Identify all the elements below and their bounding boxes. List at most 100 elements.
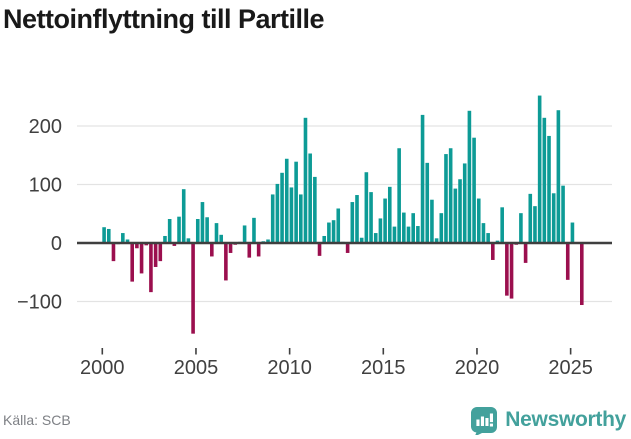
- bar-2000-Q3: [111, 243, 116, 262]
- bar-2004-Q4: [191, 243, 195, 334]
- bar-2005-Q2: [200, 202, 205, 243]
- x-tick-label: 2000: [80, 357, 125, 379]
- x-tick-label: 2005: [174, 357, 219, 379]
- bar-2010-Q1: [289, 187, 294, 243]
- bar-2001-Q2: [125, 239, 130, 243]
- bar-2024-Q2: [556, 110, 561, 244]
- bar-2018-Q4: [453, 188, 458, 243]
- bar-2018-Q2: [444, 154, 448, 243]
- bar-2001-Q4: [135, 243, 139, 249]
- bar-2005-Q1: [195, 219, 200, 243]
- bar-2008-Q4: [266, 239, 270, 243]
- bar-2012-Q1: [327, 222, 331, 243]
- bar-2021-Q4: [509, 243, 514, 299]
- bar-2006-Q2: [219, 234, 223, 243]
- bar-2022-Q3: [523, 243, 528, 263]
- bar-2009-Q1: [270, 194, 275, 243]
- bar-2002-Q3: [149, 243, 153, 293]
- bar-2024-Q1: [551, 193, 556, 243]
- bar-2020-Q1: [476, 198, 481, 243]
- bar-2015-Q3: [392, 226, 397, 243]
- axes: [77, 241, 612, 355]
- x-tick-label: 2025: [548, 357, 593, 379]
- bar-2019-Q1: [458, 179, 462, 243]
- gridlines: [77, 125, 612, 303]
- bar-2008-Q1: [252, 217, 256, 243]
- y-tick-label: −100: [17, 292, 62, 314]
- x-tick-label: 2020: [455, 357, 500, 379]
- bar-2001-Q3: [130, 243, 134, 282]
- bar-2004-Q1: [177, 216, 181, 243]
- bar-2016-Q1: [402, 212, 406, 243]
- bar-2003-Q3: [167, 219, 172, 243]
- bar-2017-Q2: [425, 162, 430, 243]
- newsworthy-wordmark: Newsworthy: [505, 408, 626, 431]
- bar-2004-Q2: [181, 189, 186, 243]
- bar-2025-Q1: [570, 222, 575, 243]
- bar-2015-Q1: [383, 198, 387, 243]
- bar-2012-Q3: [336, 208, 341, 244]
- newsworthy-speech-bubble-bar-chart-icon: [471, 406, 498, 435]
- bar-2012-Q2: [331, 220, 336, 243]
- bar-2024-Q3: [561, 185, 565, 243]
- bar-2023-Q2: [537, 95, 542, 243]
- bar-2021-Q2: [500, 207, 504, 243]
- bar-2020-Q4: [491, 243, 495, 260]
- bar-2022-Q2: [519, 213, 523, 243]
- bar-2011-Q1: [308, 153, 312, 243]
- bar-2011-Q4: [322, 235, 327, 243]
- chart-title: Nettoinflyttning till Partille: [3, 4, 325, 34]
- bar-2016-Q2: [406, 226, 411, 243]
- source-attribution: Källa: SCB: [3, 412, 71, 428]
- y-tick-label: 100: [29, 175, 62, 197]
- bar-2014-Q2: [369, 192, 373, 243]
- bar-2009-Q3: [280, 172, 284, 243]
- bar-2010-Q2: [294, 161, 298, 243]
- y-tick-label: 0: [51, 233, 62, 255]
- bar-2006-Q3: [224, 243, 228, 281]
- bar-2017-Q3: [430, 199, 434, 243]
- bar-2007-Q4: [247, 243, 252, 258]
- bar-2019-Q3: [467, 110, 472, 243]
- axis-tick-labels: 200 100 0 −100 2000 2005 2010 2015 2020 2025: [17, 116, 593, 379]
- bar-2015-Q4: [397, 148, 401, 243]
- bar-2000-Q1: [102, 227, 106, 243]
- bar-2003-Q4: [172, 243, 177, 246]
- bar-2003-Q1: [158, 243, 163, 262]
- bar-2015-Q2: [387, 186, 392, 243]
- y-tick-label: 200: [29, 116, 62, 138]
- bar-2013-Q3: [355, 195, 359, 243]
- bars: [102, 95, 584, 334]
- newsworthy-logo-link[interactable]: Newsworthy: [470, 404, 626, 436]
- x-tick-label: 2015: [361, 357, 406, 379]
- bar-2010-Q4: [303, 117, 308, 243]
- bar-2017-Q4: [434, 238, 439, 243]
- bar-2018-Q3: [448, 148, 453, 243]
- bar-2013-Q4: [359, 237, 364, 243]
- bar-2010-Q3: [299, 194, 303, 243]
- bar-2019-Q4: [472, 137, 476, 243]
- bar-2001-Q1: [121, 233, 125, 244]
- bar-2011-Q2: [313, 176, 317, 243]
- bar-2021-Q3: [505, 243, 509, 296]
- x-tick-label: 2010: [267, 357, 312, 379]
- bar-2002-Q1: [139, 243, 144, 274]
- bar-2016-Q3: [411, 213, 415, 243]
- bar-2023-Q3: [542, 117, 547, 243]
- bar-2013-Q2: [350, 202, 355, 243]
- bar-2007-Q3: [242, 225, 247, 243]
- bar-2009-Q2: [275, 183, 280, 243]
- bar-2024-Q4: [565, 243, 570, 280]
- bar-2023-Q1: [533, 206, 537, 243]
- bar-2009-Q4: [284, 158, 289, 243]
- bar-2000-Q2: [106, 228, 111, 243]
- bar-2014-Q1: [364, 172, 369, 243]
- bar-2011-Q3: [317, 243, 322, 256]
- bar-2006-Q1: [214, 223, 219, 243]
- bar-2004-Q3: [186, 238, 191, 243]
- bar-2008-Q2: [256, 243, 261, 257]
- bar-2005-Q4: [210, 243, 214, 257]
- bar-2022-Q4: [528, 193, 533, 243]
